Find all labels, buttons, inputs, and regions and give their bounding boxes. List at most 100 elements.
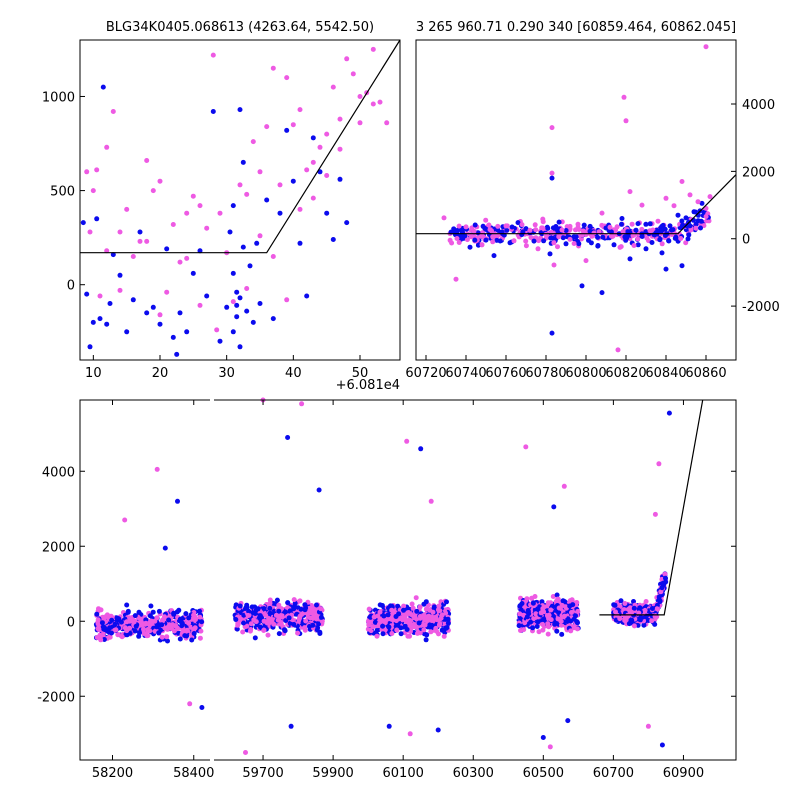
y-tick-label: 2000 [742, 165, 775, 180]
data-point [659, 241, 665, 247]
data-point [291, 606, 297, 612]
data-point [154, 624, 160, 630]
data-point [691, 209, 697, 215]
x-tick-label: 50 [352, 366, 369, 381]
data-point [386, 624, 392, 630]
data-point [647, 221, 653, 227]
data-point [445, 616, 451, 622]
data-point [277, 182, 283, 188]
data-point [523, 444, 529, 450]
data-point [374, 633, 380, 639]
data-point [298, 606, 304, 612]
data-point [107, 301, 113, 306]
data-point [125, 609, 131, 615]
data-point [679, 263, 685, 269]
data-point [548, 607, 554, 613]
data-point [107, 634, 113, 640]
data-point [565, 616, 571, 622]
x-tick-label: 60780 [525, 366, 566, 381]
data-point [519, 222, 525, 228]
data-point [167, 623, 173, 629]
data-point [303, 618, 309, 624]
data-point [145, 633, 151, 639]
data-point [110, 252, 116, 258]
data-point [552, 621, 558, 627]
data-point [657, 237, 663, 243]
data-point [150, 304, 156, 310]
data-point [548, 235, 554, 241]
y-tick-label: 0 [67, 279, 75, 294]
data-point [430, 609, 436, 615]
data-point [445, 620, 451, 626]
data-point [509, 224, 515, 230]
panel-bottom-frame-right [214, 399, 737, 761]
data-point [344, 220, 350, 226]
data-point [613, 609, 618, 615]
data-point [128, 617, 134, 623]
data-point [143, 620, 149, 626]
data-point [244, 308, 250, 314]
data-point [276, 602, 282, 608]
data-point [571, 234, 577, 240]
data-point [599, 290, 605, 296]
data-point [575, 608, 581, 614]
data-point [87, 344, 93, 350]
panel-bottom-frame-left [79, 399, 210, 761]
data-point [424, 632, 430, 638]
data-point [649, 240, 655, 245]
data-point [370, 101, 376, 107]
data-point [170, 334, 176, 340]
data-point [623, 118, 629, 124]
panel-top-left-y-ticks: 0 500 1000 [42, 90, 85, 294]
data-point [560, 235, 566, 241]
data-point [413, 595, 419, 601]
data-point [357, 120, 363, 126]
data-point [165, 626, 170, 632]
data-point [197, 302, 203, 308]
data-point [547, 251, 553, 257]
data-point [404, 438, 410, 444]
y-tick-label: -2000 [742, 300, 780, 315]
data-point [80, 220, 86, 226]
data-point [567, 603, 573, 609]
data-point [408, 612, 414, 617]
data-point [379, 603, 385, 608]
data-point [524, 614, 530, 620]
data-point [643, 246, 649, 252]
data-point [625, 229, 631, 235]
data-point [551, 240, 557, 246]
data-point [586, 237, 591, 243]
data-point [649, 618, 655, 624]
data-point [265, 619, 271, 624]
data-point [162, 545, 168, 551]
data-point [409, 601, 415, 607]
data-point [672, 235, 678, 241]
data-point [422, 617, 428, 623]
data-point [275, 617, 281, 623]
data-point [179, 623, 185, 629]
data-point [620, 229, 626, 235]
data-point [177, 259, 183, 265]
x-tick-label: 60720 [405, 366, 446, 381]
data-point [191, 617, 197, 623]
data-point [319, 618, 325, 624]
data-point [307, 624, 312, 629]
data-point [409, 624, 415, 630]
data-point [538, 610, 544, 616]
data-point [652, 511, 658, 517]
data-point [234, 302, 240, 308]
data-point [617, 616, 623, 622]
data-point [357, 94, 363, 99]
data-point [234, 314, 240, 320]
data-point [596, 229, 602, 235]
data-point [504, 227, 510, 233]
data-point [567, 226, 573, 232]
panel-top-right-y-ticks: -2000 0 2000 4000 [731, 98, 780, 315]
data-point [237, 182, 243, 188]
data-point [560, 598, 566, 604]
data-point [699, 200, 705, 206]
data-point [94, 167, 100, 173]
data-point [250, 139, 256, 145]
data-point [273, 612, 279, 618]
data-point [666, 410, 672, 416]
